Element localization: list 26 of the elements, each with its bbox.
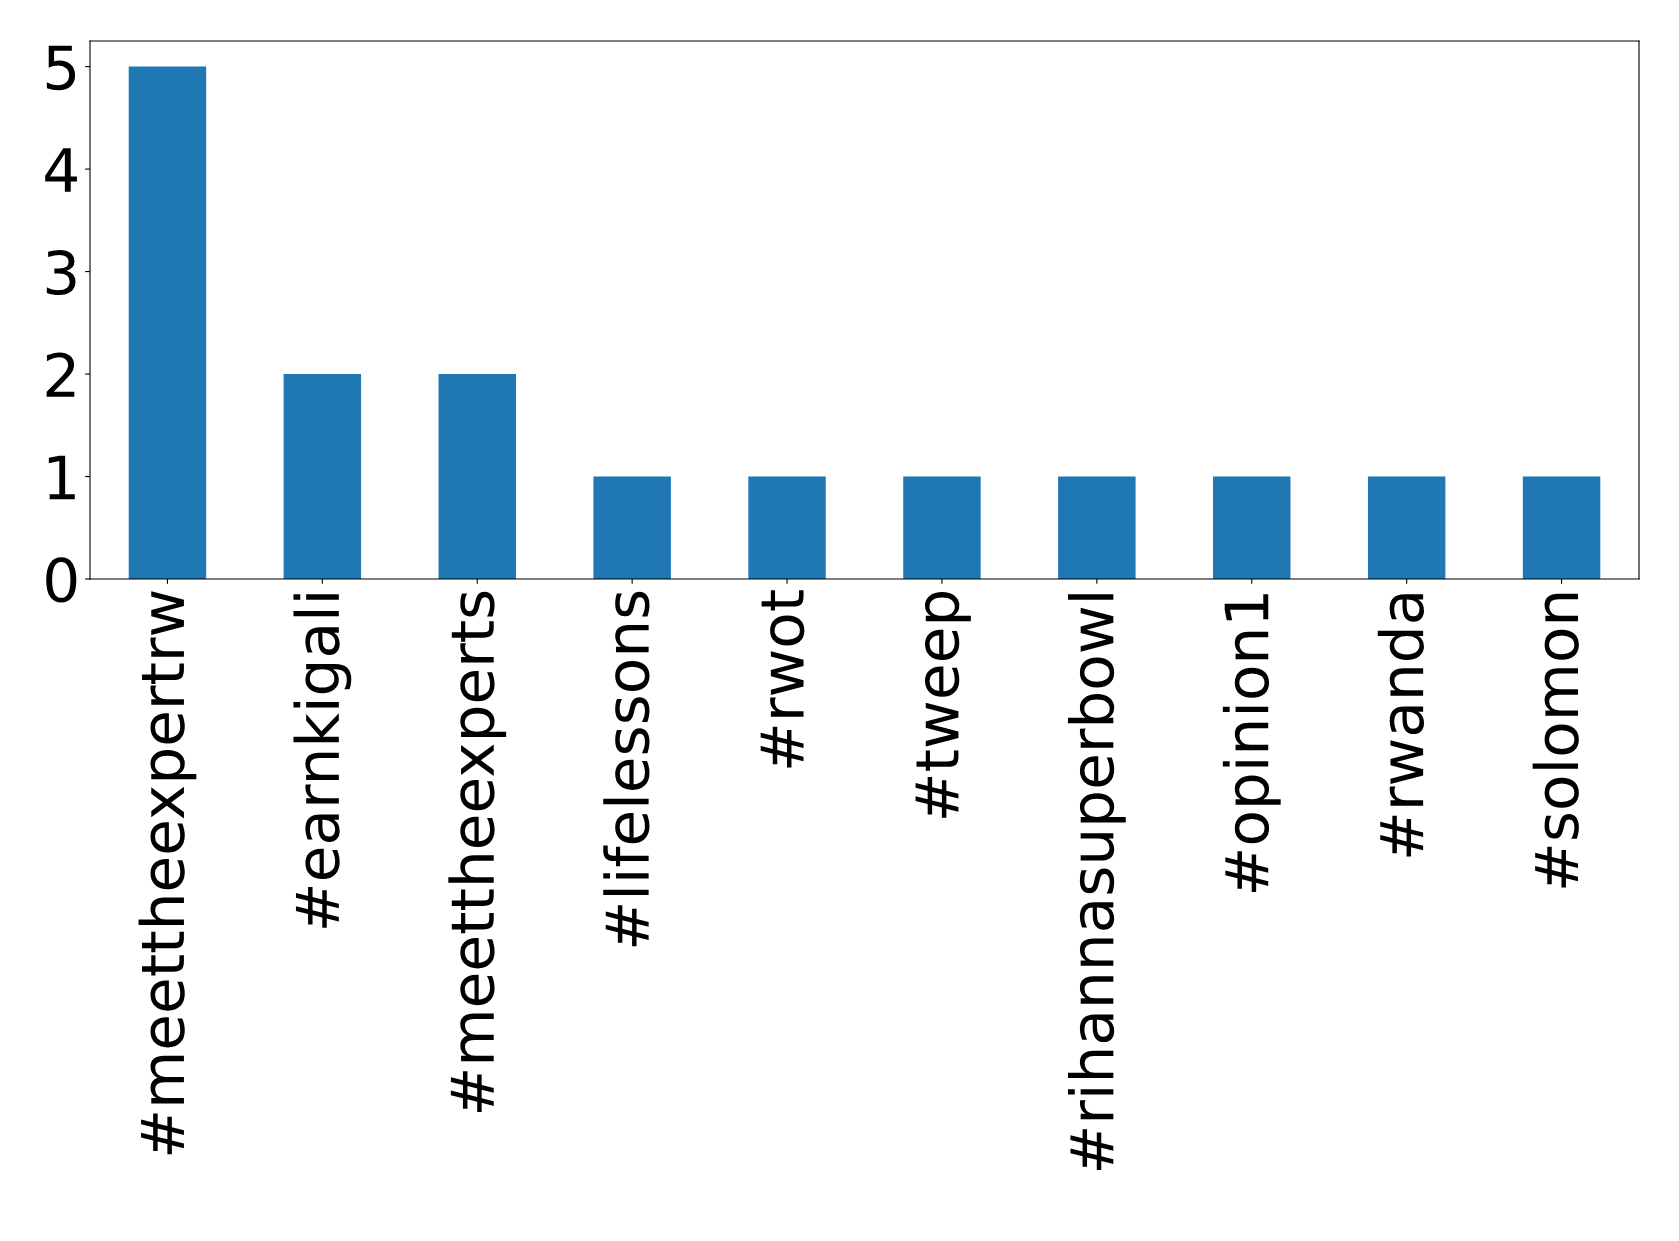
bar bbox=[903, 476, 981, 579]
x-tick-label: #rwot bbox=[760, 590, 805, 768]
bar bbox=[1213, 476, 1291, 579]
x-tick-label: #tweep bbox=[915, 592, 971, 818]
bar bbox=[1522, 476, 1601, 579]
y-tick-label: 1 bbox=[48, 455, 75, 500]
x-tick-label: #solomon bbox=[1532, 593, 1579, 888]
bar bbox=[283, 374, 362, 579]
y-tick-label: 4 bbox=[45, 148, 77, 192]
y-tick-label: 2 bbox=[46, 352, 75, 397]
bar bbox=[1367, 476, 1446, 579]
x-tick-label: #earnkigali bbox=[293, 594, 352, 928]
x-tick-label: #rwanda bbox=[1377, 594, 1424, 857]
bar bbox=[748, 476, 826, 579]
x-tick-label: #opinion1 bbox=[1222, 594, 1281, 893]
x-tick-label: #meettheexpertrw bbox=[138, 591, 197, 1155]
x-tick-label: #meettheexperts bbox=[448, 591, 507, 1113]
bar bbox=[128, 66, 207, 579]
bar bbox=[1058, 476, 1136, 579]
bar bbox=[438, 374, 516, 579]
x-tick-label: #lifelessons bbox=[603, 591, 650, 947]
x-tick-label: #rihannasuperbowl bbox=[1067, 594, 1126, 1171]
bar bbox=[593, 476, 671, 579]
y-tick-label: 3 bbox=[46, 249, 76, 296]
y-tick-label: 0 bbox=[46, 557, 77, 603]
y-tick-label: 5 bbox=[46, 45, 76, 91]
